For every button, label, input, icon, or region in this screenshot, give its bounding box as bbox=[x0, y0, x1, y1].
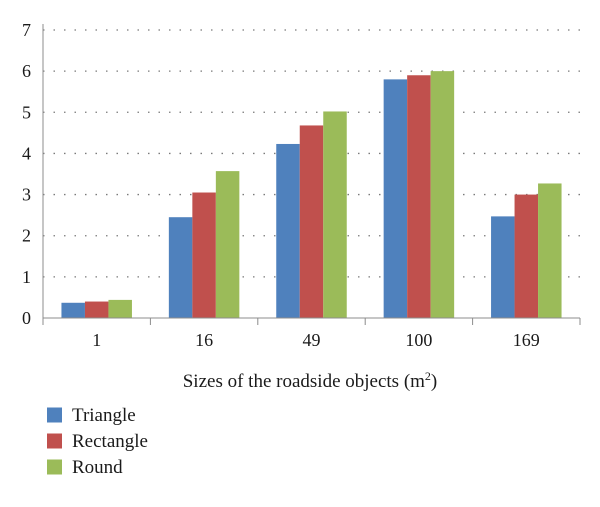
bar-rectangle-49 bbox=[299, 125, 324, 318]
x-tick-label: 49 bbox=[303, 330, 321, 350]
legend-label-triangle: Triangle bbox=[72, 405, 136, 426]
legend-label-rectangle: Rectangle bbox=[72, 431, 148, 452]
bar-triangle-100 bbox=[383, 79, 408, 318]
x-axis-label-text: Sizes of the roadside objects (m bbox=[183, 371, 425, 392]
y-tick-label: 2 bbox=[22, 226, 31, 246]
bar-triangle-49 bbox=[276, 143, 300, 318]
bar-round-16 bbox=[215, 171, 240, 318]
bar-round-1 bbox=[108, 299, 132, 318]
bar-round-169 bbox=[538, 183, 562, 318]
bar-rectangle-100 bbox=[407, 75, 431, 318]
y-tick-label: 3 bbox=[22, 185, 31, 205]
bar-triangle-169 bbox=[491, 216, 515, 318]
bar-round-49 bbox=[323, 111, 347, 318]
x-tick-label: 169 bbox=[513, 330, 540, 350]
legend-swatch-triangle bbox=[47, 407, 62, 423]
bar-triangle-16 bbox=[168, 217, 193, 318]
bar-triangle-1 bbox=[61, 302, 85, 318]
legend: Triangle Rectangle Round bbox=[47, 405, 148, 478]
x-axis-label-superscript: 2 bbox=[425, 369, 431, 383]
x-axis-label-suffix: ) bbox=[431, 371, 437, 392]
y-tick-label: 4 bbox=[22, 143, 31, 163]
x-tick-label: 100 bbox=[405, 330, 432, 350]
y-tick-label: 5 bbox=[22, 102, 31, 122]
bar-rectangle-169 bbox=[514, 194, 539, 318]
bar-round-100 bbox=[430, 71, 455, 319]
y-tick-labels: 0 1 2 3 4 5 6 7 bbox=[22, 20, 31, 328]
axes bbox=[42, 24, 581, 325]
x-tick-label: 1 bbox=[92, 330, 101, 350]
y-tick-label: 6 bbox=[22, 61, 31, 81]
y-tick-label: 7 bbox=[22, 20, 31, 40]
x-tick-label: 16 bbox=[195, 330, 213, 350]
bars bbox=[61, 71, 562, 319]
bar-rectangle-16 bbox=[192, 192, 216, 318]
legend-swatch-rectangle bbox=[47, 433, 62, 449]
x-axis-label: Sizes of the roadside objects (m2) bbox=[183, 369, 438, 392]
y-tick-label: 1 bbox=[22, 267, 31, 287]
legend-swatch-round bbox=[47, 459, 62, 475]
legend-label-round: Round bbox=[72, 457, 123, 478]
y-tick-label: 0 bbox=[22, 308, 31, 328]
bar-rectangle-1 bbox=[84, 301, 109, 318]
x-tick-labels: 1 16 49 100 169 bbox=[92, 330, 540, 350]
